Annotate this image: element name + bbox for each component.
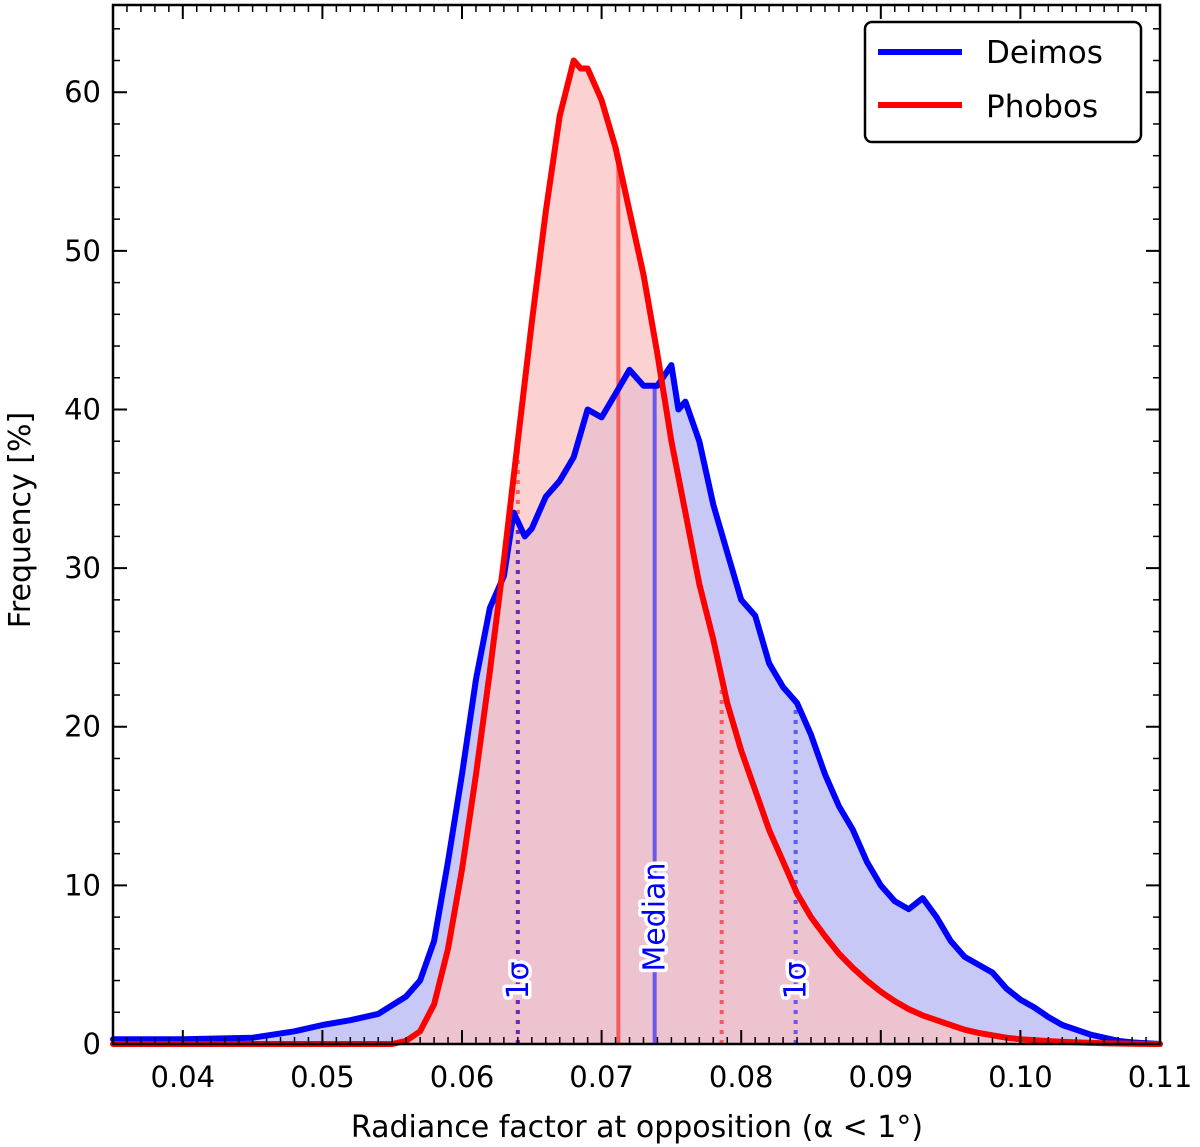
y-tick-label: 10 bbox=[64, 868, 101, 902]
x-tick-label: 0.08 bbox=[709, 1060, 774, 1094]
series-fills bbox=[113, 60, 1160, 1045]
x-tick-label: 0.04 bbox=[151, 1060, 216, 1094]
y-tick-label: 20 bbox=[64, 710, 101, 744]
annotation-median: Median bbox=[638, 863, 673, 972]
legend-label-deimos: Deimos bbox=[986, 35, 1103, 71]
x-tick-label: 0.05 bbox=[290, 1060, 355, 1094]
y-tick-label: 0 bbox=[83, 1027, 101, 1061]
median-and-sigma-lines bbox=[515, 160, 798, 1044]
annotation-one-sigma: 1σ bbox=[501, 961, 536, 999]
x-tick-label: 0.06 bbox=[430, 1060, 495, 1094]
axis-ticks bbox=[112, 5, 1161, 1045]
x-tick-label: 0.09 bbox=[849, 1060, 914, 1094]
x-tick-label: 0.07 bbox=[569, 1060, 634, 1094]
y-tick-label: 60 bbox=[64, 75, 101, 109]
series-curves bbox=[110, 57, 1163, 1047]
annotation-one-sigma: 1σ bbox=[779, 961, 814, 999]
legend-label-phobos: Phobos bbox=[986, 89, 1098, 125]
plot-frame bbox=[111, 3, 1162, 1046]
legend: Deimos Phobos bbox=[863, 20, 1143, 144]
x-tick-label: 0.10 bbox=[988, 1060, 1053, 1094]
x-tick-label: 0.11 bbox=[1128, 1060, 1193, 1094]
x-axis-label: Radiance factor at opposition (α < 1°) bbox=[351, 1110, 923, 1145]
series-line-phobos bbox=[110, 57, 1163, 1047]
y-axis-label: Frequency [%] bbox=[3, 412, 38, 628]
line-annotations: 1σ Median 1σ bbox=[497, 859, 817, 1003]
y-tick-label: 40 bbox=[64, 392, 101, 426]
area-fill-phobos bbox=[113, 60, 1160, 1044]
series-line-deimos bbox=[110, 362, 1163, 1047]
y-tick-label: 30 bbox=[64, 551, 101, 585]
x-tick-labels: 0.04 0.05 0.06 0.07 0.08 0.09 0.10 0.11 bbox=[151, 1060, 1193, 1094]
y-tick-labels: 0 10 20 30 40 50 60 bbox=[64, 75, 101, 1061]
y-tick-label: 50 bbox=[64, 234, 101, 268]
